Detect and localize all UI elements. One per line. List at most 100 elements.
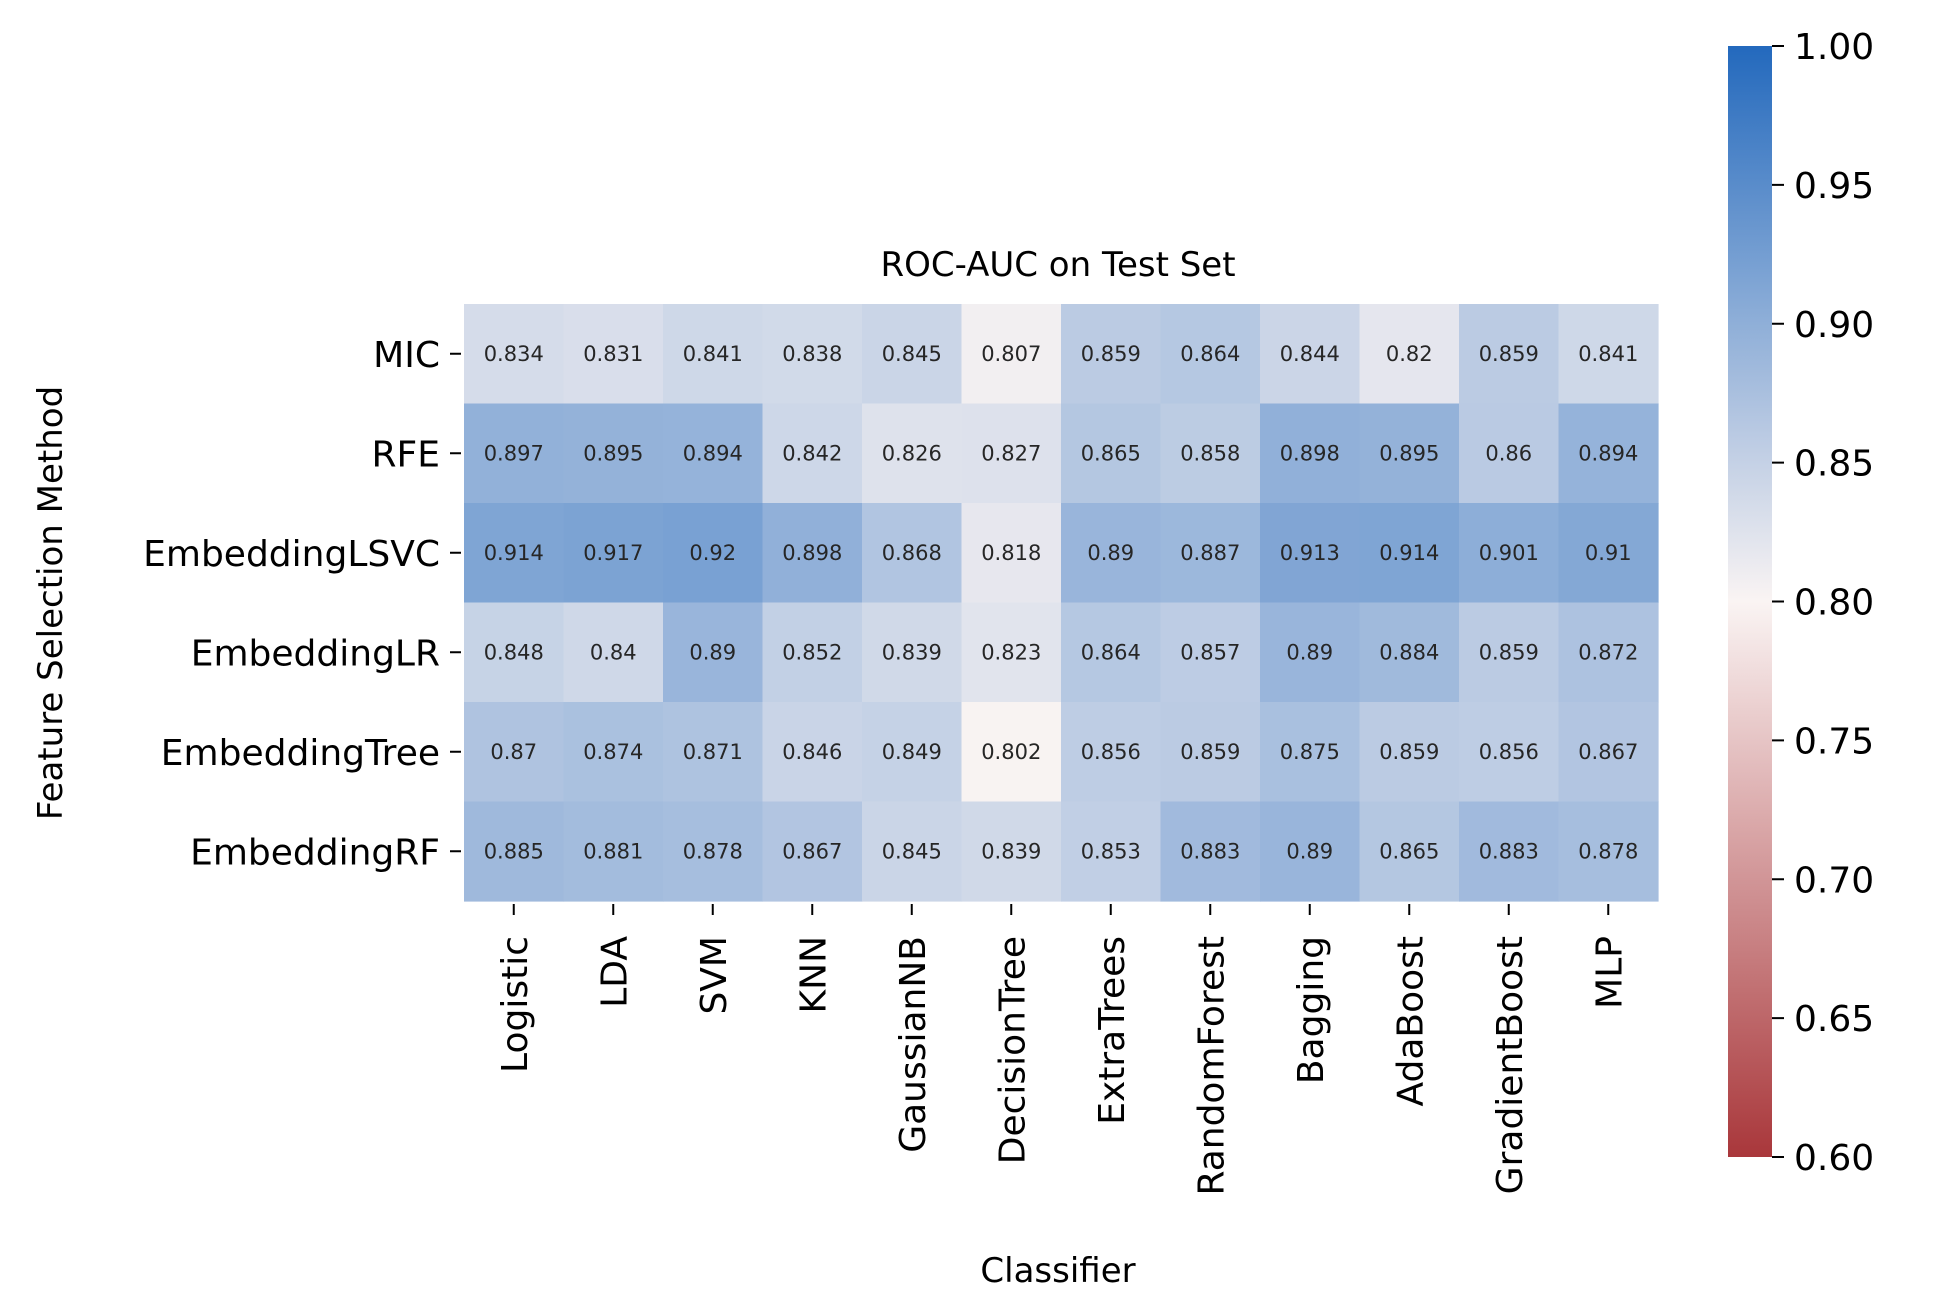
heatmap-cell [961, 602, 1062, 703]
cell-value-label: 0.875 [1280, 740, 1340, 764]
heatmap-cells: 0.834 0.831 0.841 0.838 0.845 0.807 0.859 0.864… [464, 304, 1659, 902]
cell-value-label: 0.87 [490, 740, 537, 764]
heatmap-cell [663, 702, 764, 803]
cell-value-label: 0.852 [782, 640, 842, 664]
heatmap-cell [1359, 702, 1460, 803]
cell-value-label: 0.858 [1180, 441, 1240, 465]
heatmap-cell [762, 503, 863, 604]
cell-value-label: 0.887 [1180, 541, 1240, 565]
cell-value-label: 0.865 [1081, 441, 1141, 465]
heatmap-cell [563, 304, 664, 405]
cell-value-label: 0.834 [484, 342, 544, 366]
cell-value-label: 0.874 [583, 740, 643, 764]
chart-title: ROC-AUC on Test Set [880, 245, 1235, 285]
heatmap-cell [961, 403, 1062, 504]
cell-value-label: 0.839 [882, 640, 942, 664]
cell-value-label: 0.826 [882, 441, 942, 465]
colorbar-tick-label: 0.75 [1794, 721, 1874, 762]
colorbar-tick-label: 1.00 [1794, 27, 1874, 68]
cell-value-label: 0.895 [583, 441, 643, 465]
heatmap-cell [464, 602, 565, 703]
cell-value-label: 0.844 [1280, 342, 1340, 366]
cell-value-label: 0.881 [583, 839, 643, 863]
heatmap-cell [1558, 503, 1659, 604]
cell-value-label: 0.92 [689, 541, 736, 565]
row-labels: MIC RFE EmbeddingLSVC EmbeddingLR EmbeddingT… [143, 335, 461, 873]
heatmap-cell [1061, 801, 1162, 902]
cell-value-label: 0.859 [1180, 740, 1240, 764]
colorbar-tick-label: 0.90 [1794, 305, 1874, 346]
cell-value-label: 0.883 [1479, 839, 1539, 863]
heatmap-cell [1558, 801, 1659, 902]
cell-value-label: 0.857 [1180, 640, 1240, 664]
heatmap-cell [663, 304, 764, 405]
column-label: AdaBoost [1390, 936, 1431, 1107]
cell-value-label: 0.914 [1379, 541, 1439, 565]
heatmap-cell [663, 801, 764, 902]
row-label: EmbeddingTree [161, 733, 440, 774]
heatmap-cell [563, 801, 664, 902]
cell-value-label: 0.91 [1585, 541, 1632, 565]
colorbar-tick-label: 0.80 [1794, 583, 1874, 624]
heatmap-cell [1459, 702, 1560, 803]
heatmap-cell [464, 304, 565, 405]
heatmap-cell [1459, 801, 1560, 902]
cell-value-label: 0.872 [1578, 640, 1638, 664]
heatmap-cell [862, 602, 963, 703]
heatmap-cell [1558, 304, 1659, 405]
column-label: SVM [694, 936, 735, 1015]
row-label: MIC [373, 335, 440, 376]
cell-value-label: 0.897 [484, 441, 544, 465]
heatmap-cell [1160, 602, 1261, 703]
cell-value-label: 0.917 [583, 541, 643, 565]
cell-value-label: 0.831 [583, 342, 643, 366]
cell-value-label: 0.89 [689, 640, 736, 664]
heatmap-cell [1359, 304, 1460, 405]
heatmap-cell [1459, 403, 1560, 504]
cell-value-label: 0.86 [1485, 441, 1532, 465]
heatmap-cell [1459, 602, 1560, 703]
heatmap-cell [961, 503, 1062, 604]
cell-value-label: 0.859 [1479, 342, 1539, 366]
cell-value-label: 0.868 [882, 541, 942, 565]
heatmap-cell [1558, 403, 1659, 504]
heatmap-cell [663, 403, 764, 504]
cell-value-label: 0.859 [1479, 640, 1539, 664]
cell-value-label: 0.898 [1280, 441, 1340, 465]
row-label: EmbeddingRF [190, 832, 440, 873]
heatmap-cell [862, 304, 963, 405]
column-label: LDA [594, 936, 635, 1008]
heatmap-cell [1359, 602, 1460, 703]
heatmap-cell [961, 304, 1062, 405]
heatmap-cell [961, 702, 1062, 803]
heatmap-cell [663, 602, 764, 703]
cell-value-label: 0.878 [683, 839, 743, 863]
heatmap-cell [1061, 304, 1162, 405]
heatmap-cell [862, 801, 963, 902]
cell-value-label: 0.894 [683, 441, 743, 465]
row-label: EmbeddingLR [191, 633, 440, 674]
column-label: ExtraTrees [1092, 936, 1133, 1125]
cell-value-label: 0.807 [981, 342, 1041, 366]
cell-value-label: 0.818 [981, 541, 1041, 565]
cell-value-label: 0.84 [590, 640, 637, 664]
cell-value-label: 0.841 [683, 342, 743, 366]
heatmap-cell [1260, 602, 1361, 703]
cell-value-label: 0.913 [1280, 541, 1340, 565]
heatmap-cell [1260, 702, 1361, 803]
heatmap-cell [762, 702, 863, 803]
heatmap-cell [1260, 304, 1361, 405]
cell-value-label: 0.871 [683, 740, 743, 764]
column-labels: Logistic LDA SVM KNN GaussianNB DecisionTree E… [495, 904, 1630, 1196]
heatmap-cell [563, 403, 664, 504]
heatmap-cell [762, 602, 863, 703]
heatmap-cell [1260, 503, 1361, 604]
cell-value-label: 0.853 [1081, 839, 1141, 863]
heatmap-cell [961, 801, 1062, 902]
heatmap-cell [464, 403, 565, 504]
heatmap-cell [1160, 801, 1261, 902]
cell-value-label: 0.867 [1578, 740, 1638, 764]
heatmap-cell [1260, 403, 1361, 504]
heatmap-cell [762, 801, 863, 902]
y-axis-title: Feature Selection Method [31, 386, 71, 820]
